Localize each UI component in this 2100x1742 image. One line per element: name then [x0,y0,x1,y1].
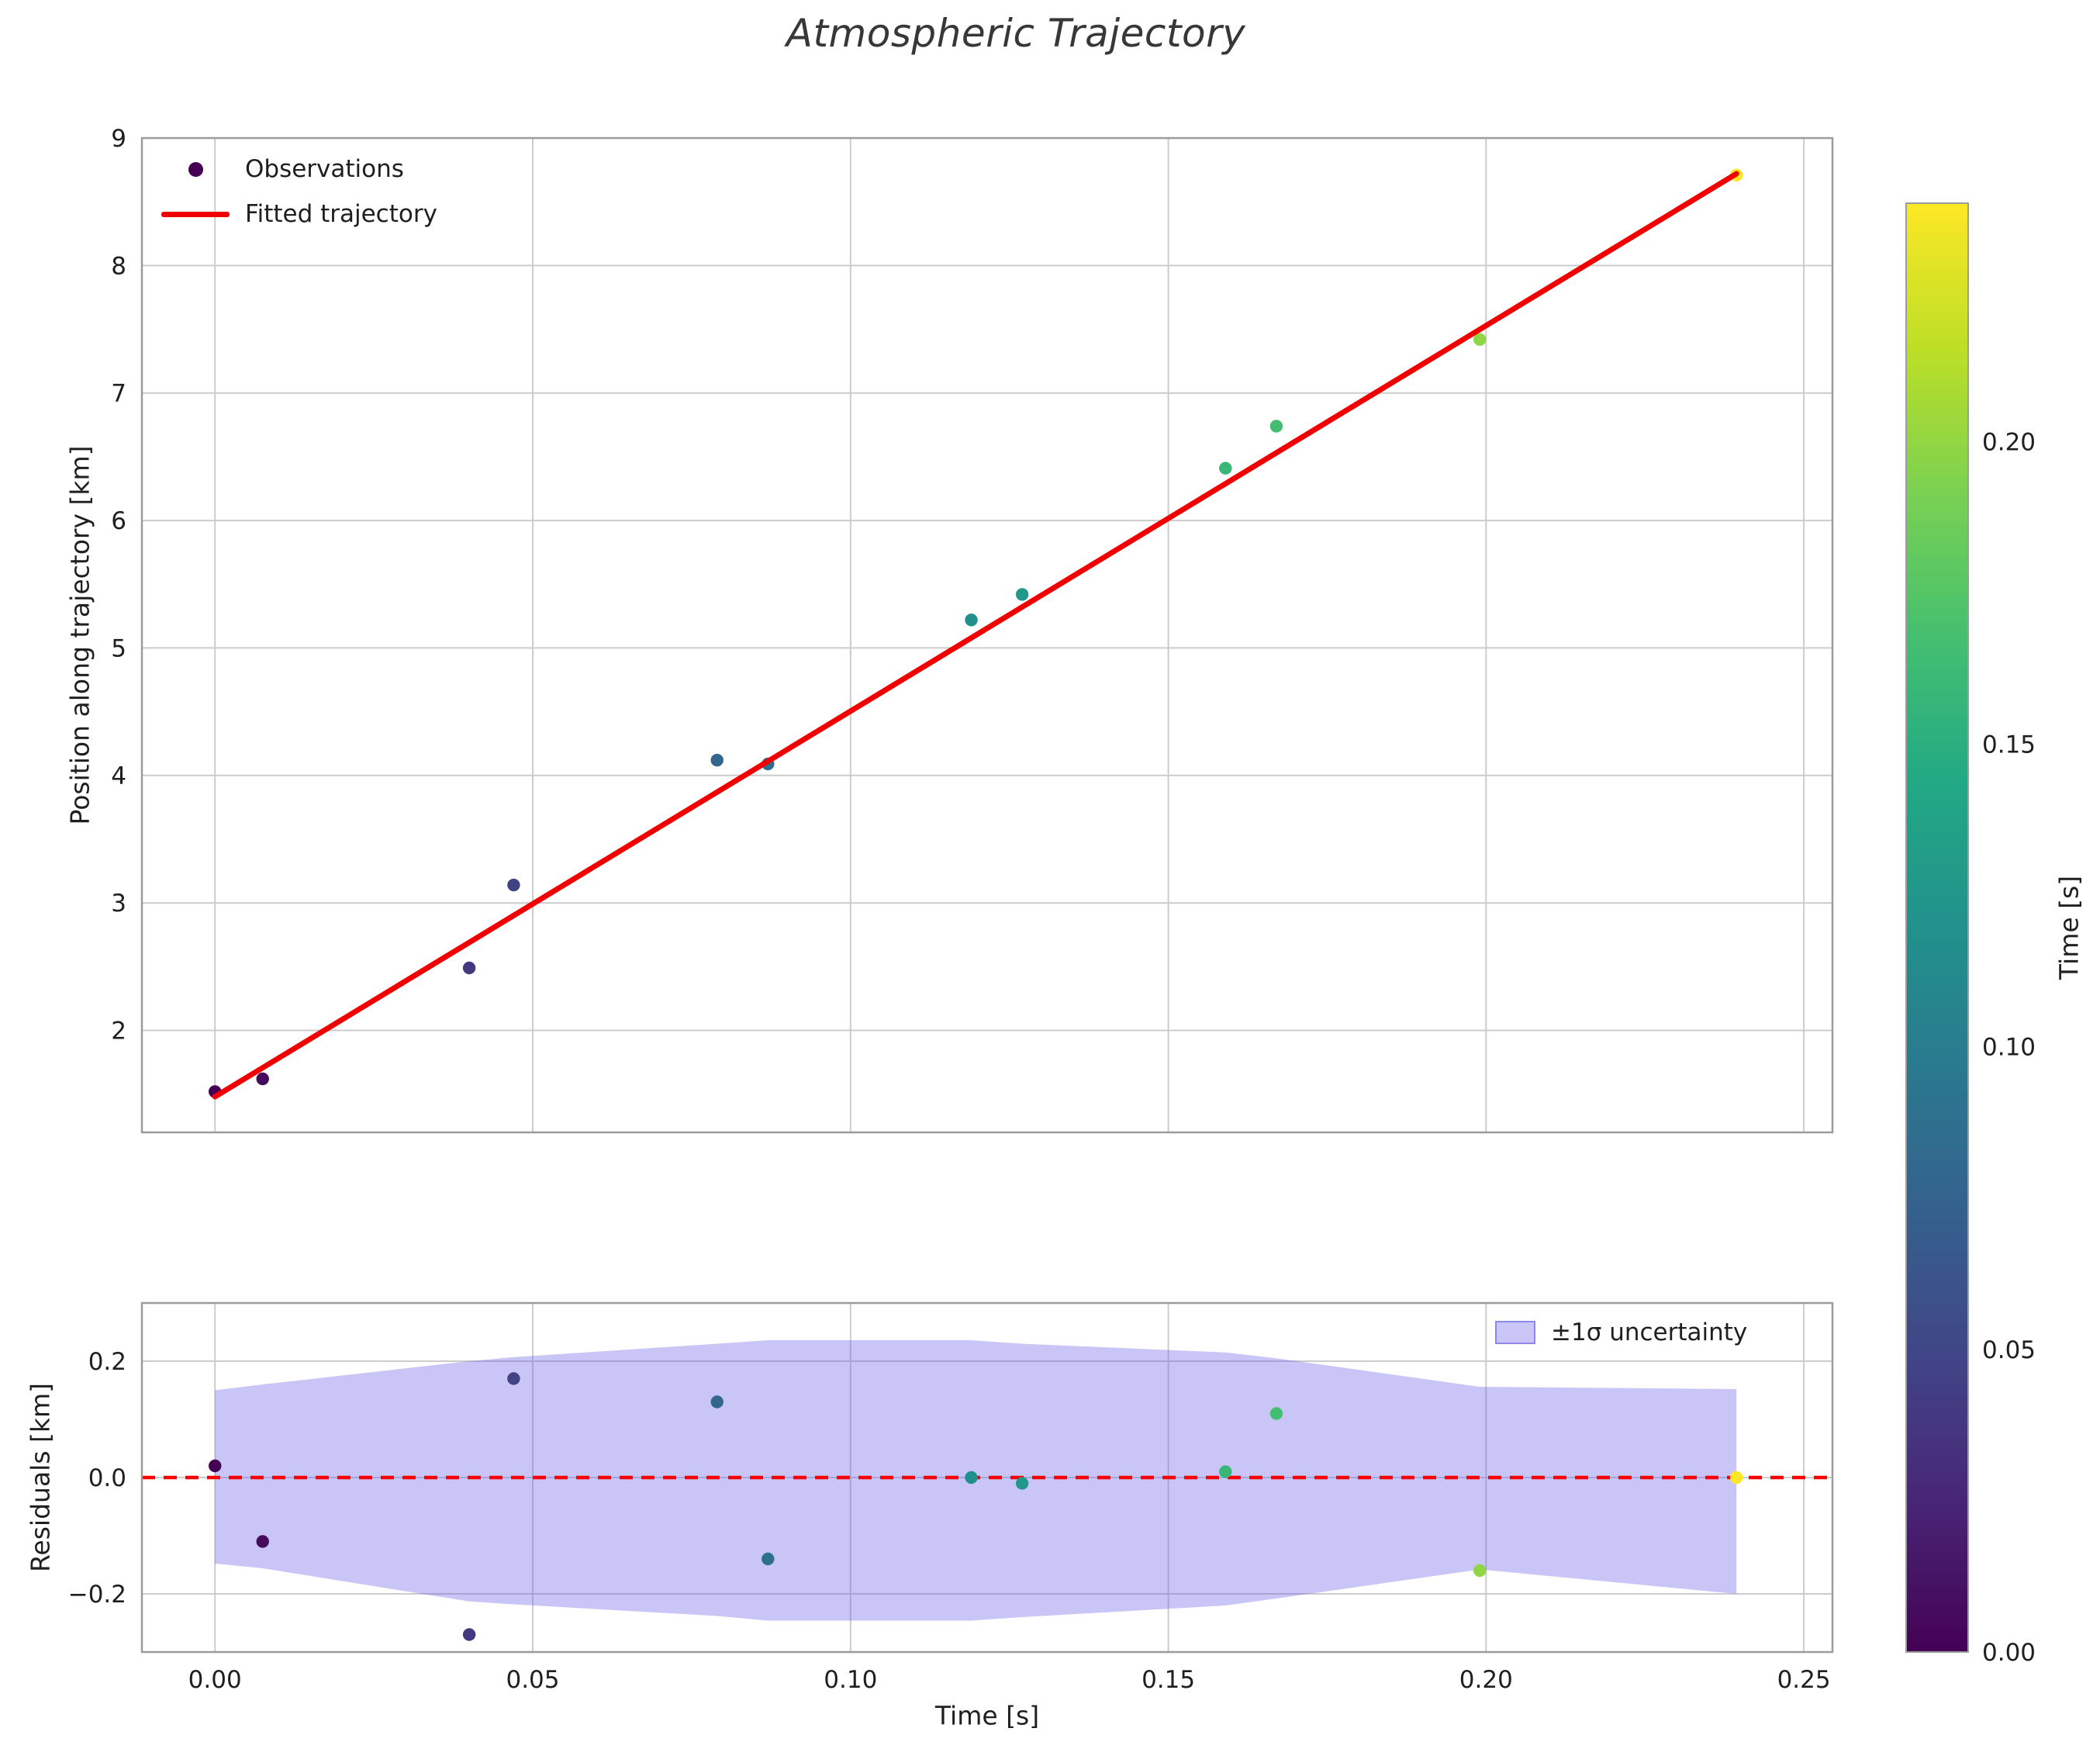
observations-legend-label: Observations [245,155,404,183]
page-title: Atmospheric Trajectory [786,11,1246,56]
scatter-point [1269,420,1283,433]
main-y-axis-label: Position along trajectory [km] [64,445,95,825]
colorbar-gradient [1906,203,1968,1652]
residuals-y-axis-label: Residuals [km] [25,1382,56,1573]
colorbar-label: Time [s] [2053,875,2084,980]
fitted-line-icon [161,211,230,217]
fitted-line-handle [161,211,230,217]
scatter-point [1219,461,1232,475]
scatter-point [1015,1477,1029,1490]
uncertainty-legend-label: ±1σ uncertainty [1551,1319,1748,1346]
y-tick-label: 5 [111,634,126,662]
x-tick-label: 0.00 [188,1666,242,1694]
axes-frame [140,137,1834,1134]
scatter-point [710,753,724,767]
y-tick-label: 7 [111,380,126,408]
observations-marker-handle [161,161,230,177]
x-tick-label: 0.20 [1459,1666,1513,1694]
y-tick-label: 0.2 [88,1348,126,1376]
trajectory-panel: 2 3 4 5 6 7 8 9 [111,125,1834,1134]
colorbar-tick-label: 0.05 [1982,1336,2036,1364]
fitted-trajectory-line [212,171,1739,1100]
legend-row-fitted-trajectory: Fitted trajectory [161,197,437,231]
main-legend: Observations Fitted trajectory [161,152,437,231]
scatter-point [762,1552,775,1566]
y-tick-label: 8 [111,252,126,280]
scatter-point [507,1372,520,1385]
y-tick-label: −0.2 [68,1581,126,1609]
y-tick-label: 9 [111,125,126,153]
scatter-point [1730,1471,1743,1485]
y-tick-label: 2 [111,1018,126,1046]
y-tick-label: 3 [111,890,126,918]
scatter-point [965,1471,978,1485]
scatter-point [256,1072,269,1086]
axes-frame [140,1301,1834,1654]
scatter-point [1219,1465,1232,1478]
scatter-point [1015,588,1029,601]
scatter-point [209,1459,222,1473]
x-tick-label: 0.25 [1777,1666,1831,1694]
plot-background [142,138,1832,1132]
scatter-point [256,1535,269,1548]
y-tick-label: 0.0 [88,1464,126,1492]
y-tick-label: 6 [111,507,126,535]
colorbar-tick-label: 0.20 [1982,428,2036,456]
colorbar-tick-label: 0.00 [1982,1639,2036,1667]
observations-marker-icon [188,161,203,177]
scatter-point [1473,333,1487,346]
y-tick-label: 4 [111,762,126,790]
fitted-trajectory-legend-label: Fitted trajectory [245,200,437,228]
scatter-point [507,878,520,892]
scatter-point [462,961,476,975]
scatter-point [1473,1564,1487,1578]
x-axis-label: Time [s] [934,1700,1040,1731]
x-tick-label: 0.15 [1142,1666,1195,1694]
legend-row-observations: Observations [161,152,437,186]
x-tick-label: 0.05 [506,1666,559,1694]
residuals-legend: ±1σ uncertainty [1495,1319,1747,1346]
uncertainty-band-icon [1495,1321,1535,1344]
scatter-point [462,1628,476,1641]
colorbar-tick-label: 0.10 [1982,1034,2036,1062]
scatter-point [1269,1407,1283,1420]
colorbar-frame [1905,202,1969,1653]
scatter-point [710,1395,724,1408]
colorbar-tick-label: 0.15 [1982,731,2036,759]
x-tick-label: 0.10 [824,1666,877,1694]
scatter-point [965,614,978,627]
residuals-panel: −0.2 0.0 0.2 0.00 0.05 0.10 0.15 0.20 0.25 [68,1301,1834,1694]
